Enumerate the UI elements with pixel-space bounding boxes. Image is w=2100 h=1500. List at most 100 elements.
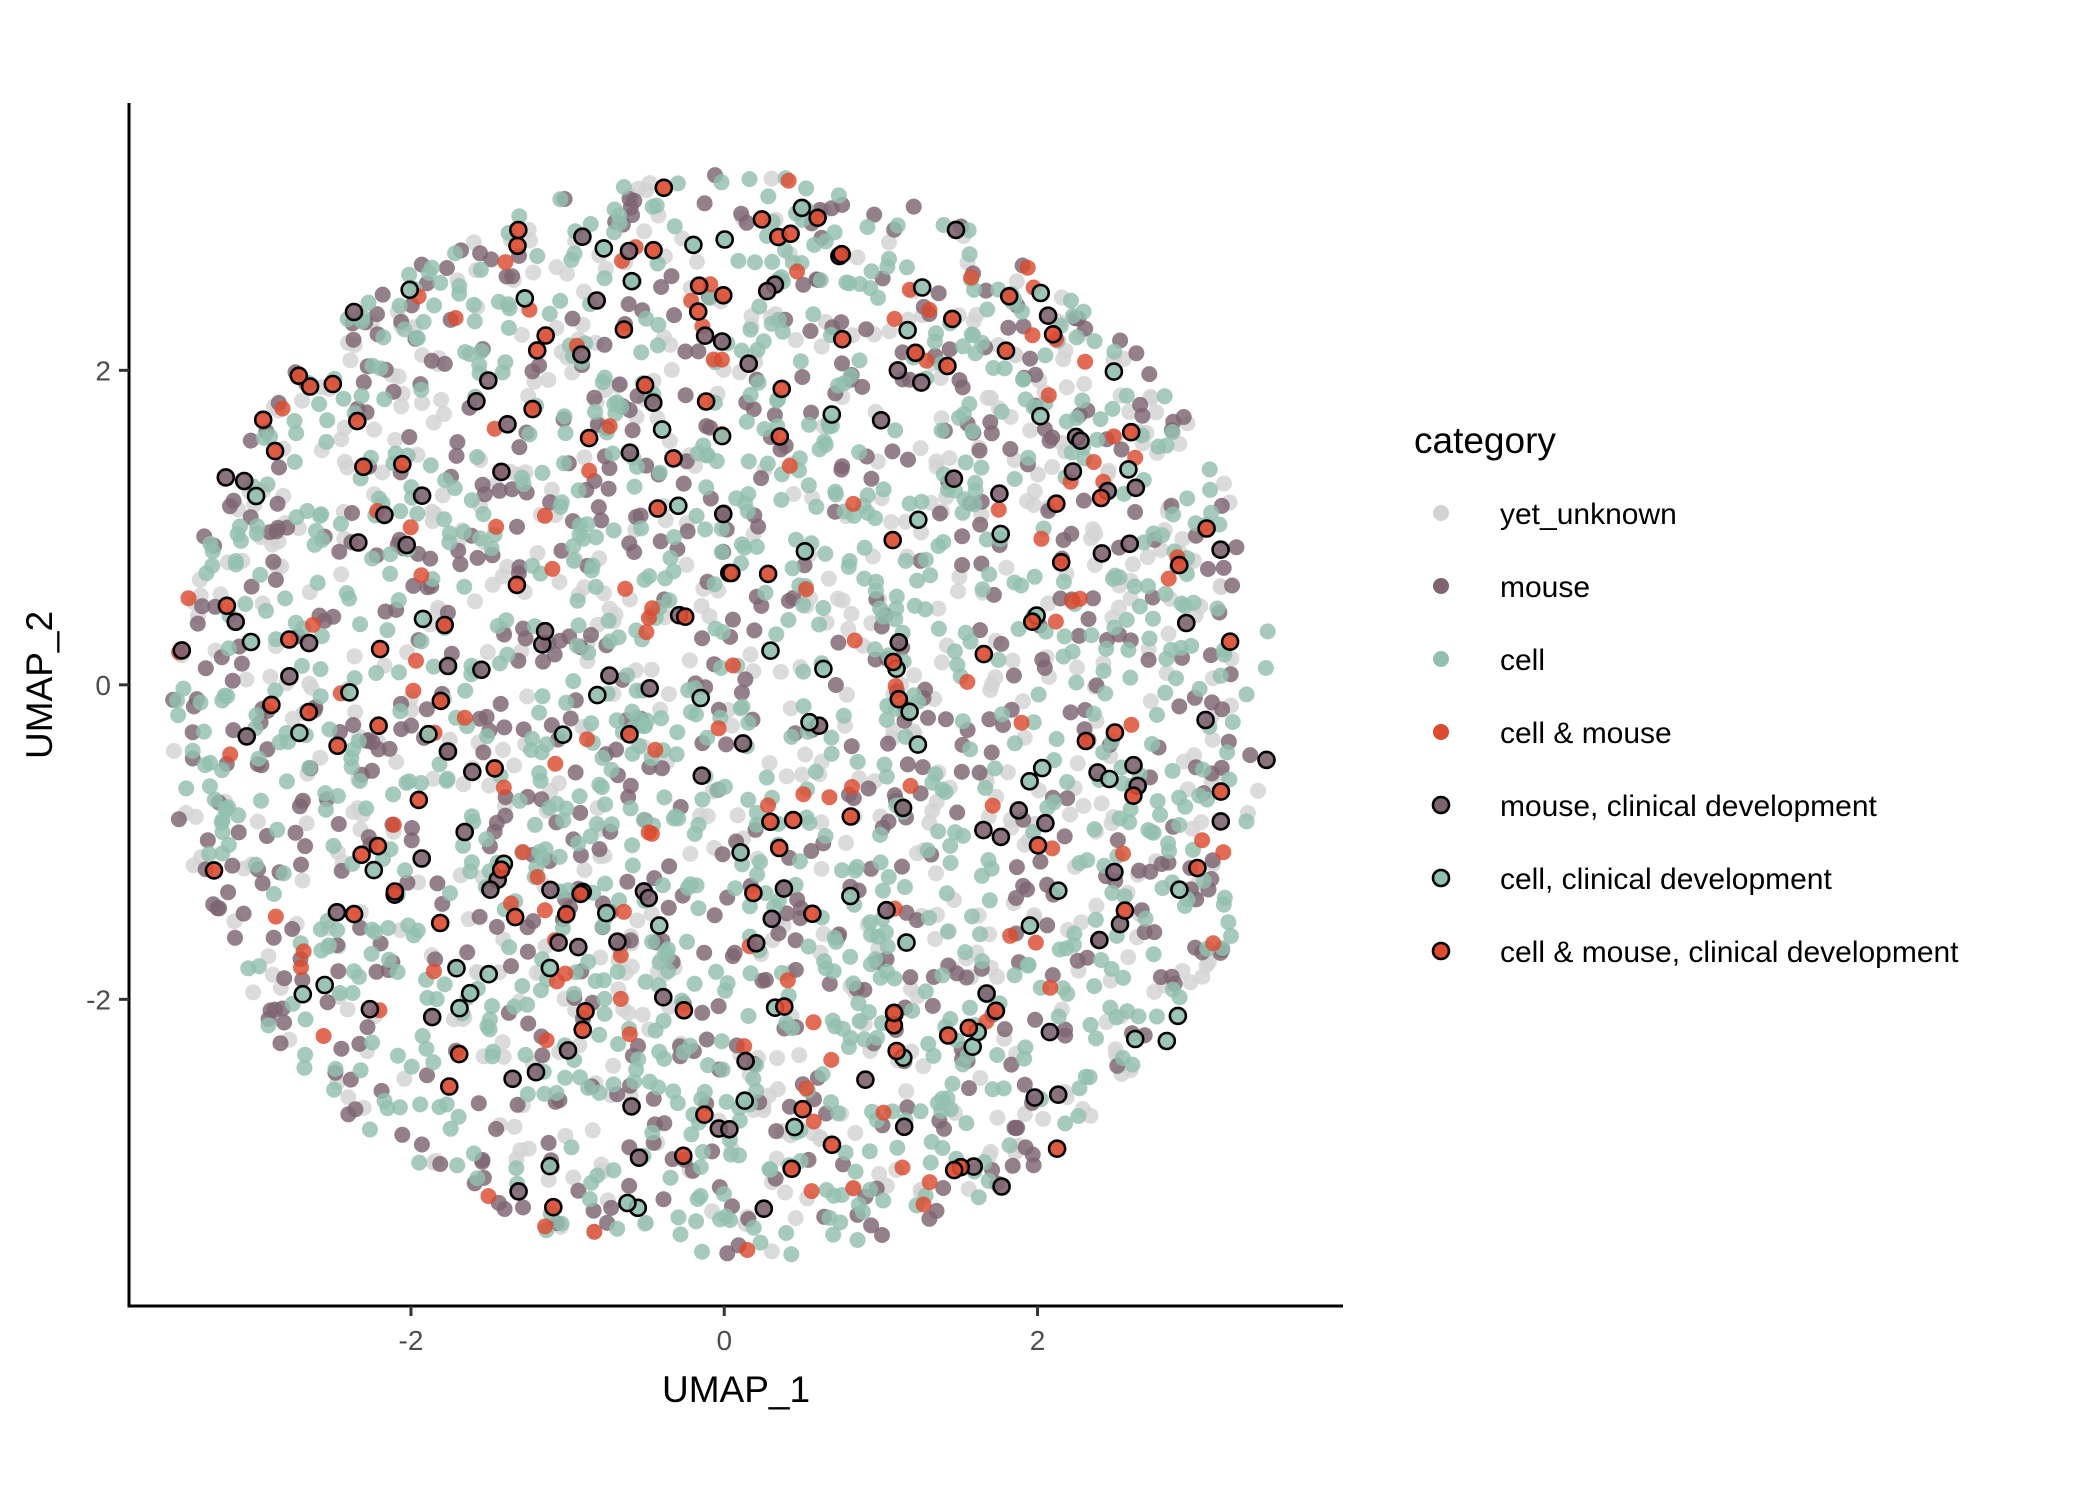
data-point (509, 518, 525, 535)
data-point (600, 480, 617, 497)
data-point (414, 395, 431, 411)
data-point (605, 1162, 622, 1179)
data-point (817, 828, 834, 844)
data-point (827, 677, 844, 693)
data-point (1115, 901, 1135, 920)
data-point (1141, 366, 1158, 383)
data-point (506, 998, 523, 1015)
data-point (409, 790, 429, 810)
data-point (1179, 490, 1196, 507)
data-point (527, 341, 547, 360)
data-point (475, 744, 492, 761)
data-point (1073, 914, 1090, 931)
data-point (802, 323, 819, 339)
data-point (603, 816, 620, 833)
data-point (201, 778, 218, 795)
data-point (1141, 630, 1158, 647)
data-point (692, 1159, 709, 1175)
data-point (534, 464, 551, 481)
data-point (957, 454, 974, 471)
data-point (514, 469, 530, 486)
data-point (888, 361, 908, 380)
data-point (795, 597, 812, 614)
data-point (1175, 753, 1192, 770)
data-point (533, 982, 549, 999)
data-point (619, 241, 639, 261)
data-point (325, 608, 342, 625)
data-point (815, 600, 832, 616)
data-point (816, 433, 833, 450)
data-point (311, 396, 328, 412)
data-point (675, 607, 695, 627)
data-point (833, 461, 850, 478)
data-point (1070, 1108, 1087, 1124)
data-point (597, 796, 614, 813)
legend-key (1431, 941, 1451, 961)
data-point (862, 1181, 879, 1198)
data-point (611, 215, 628, 231)
data-point (740, 714, 757, 731)
data-point (906, 343, 925, 363)
data-point (1040, 1022, 1060, 1042)
data-point (558, 1041, 578, 1060)
data-point (739, 1242, 756, 1258)
data-point (875, 481, 892, 498)
data-point (557, 425, 574, 442)
data-point (467, 593, 483, 610)
data-point (785, 486, 802, 502)
data-point (491, 860, 511, 880)
data-point (800, 712, 819, 732)
data-point (469, 549, 486, 566)
data-point (553, 725, 573, 745)
legend-label: cell (1500, 644, 1545, 677)
data-point (922, 567, 939, 584)
data-point (843, 738, 860, 755)
data-point (495, 779, 512, 796)
data-point (769, 1081, 786, 1098)
data-point (1213, 759, 1230, 776)
data-point (1085, 705, 1102, 722)
data-point (485, 759, 505, 778)
data-point (422, 550, 439, 567)
data-point (887, 422, 904, 439)
data-point (588, 529, 604, 546)
data-point (849, 753, 866, 770)
data-point (780, 172, 797, 189)
data-point (699, 729, 716, 746)
data-point (822, 1135, 842, 1155)
data-point (484, 998, 500, 1014)
data-point (942, 309, 962, 329)
x-axis-title: UMAP_1 (662, 1369, 810, 1410)
data-point (265, 553, 282, 570)
data-point (333, 1040, 350, 1057)
data-point (1039, 917, 1056, 934)
data-point (580, 953, 597, 970)
data-point (227, 556, 244, 573)
data-point (961, 999, 978, 1016)
data-point (783, 810, 803, 830)
data-point (289, 366, 309, 386)
data-point (1118, 611, 1135, 628)
data-point (329, 922, 346, 939)
data-point (234, 471, 254, 491)
data-point (1063, 292, 1079, 309)
data-point (264, 536, 281, 553)
data-point (219, 688, 236, 705)
data-point (331, 543, 348, 560)
data-point (640, 824, 657, 841)
data-point (543, 1197, 563, 1217)
data-point (1168, 670, 1184, 687)
data-point (1086, 978, 1103, 995)
data-point (557, 1069, 574, 1086)
data-point (795, 663, 812, 680)
data-point (728, 490, 745, 507)
data-point (274, 400, 291, 417)
data-point (757, 281, 777, 301)
data-point (442, 1120, 459, 1137)
data-point (752, 210, 772, 229)
data-point (974, 581, 991, 598)
data-point (753, 597, 770, 614)
legend-item-mouse-clinical-development: mouse, clinical development (1431, 790, 1878, 823)
data-point (887, 1041, 907, 1061)
data-point (1049, 881, 1068, 901)
